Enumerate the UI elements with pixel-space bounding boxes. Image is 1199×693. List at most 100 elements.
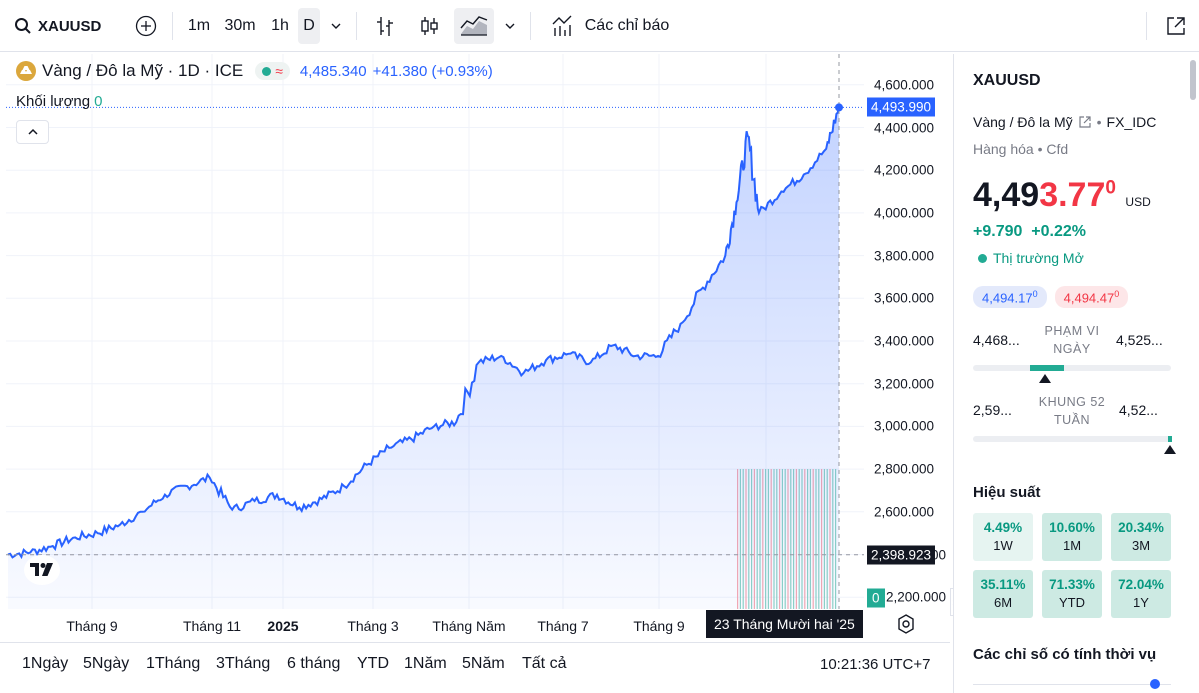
price-tick-label: 2,800.000 [874, 461, 935, 477]
bar-chart-type-button[interactable] [370, 8, 400, 44]
chart-legend: Vàng / Đô la Mỹ · 1D · ICE ≈ 4,485.340 +… [16, 61, 493, 81]
symbol-label: XAUUSD [38, 17, 102, 35]
market-status-pill[interactable]: ≈ [255, 62, 290, 80]
interval-1h[interactable]: 1h [264, 8, 296, 44]
performance-cell[interactable]: 10.60% 1M [1042, 513, 1102, 561]
ask-value: 4,494.47 [1063, 290, 1115, 306]
crosshair [6, 54, 864, 609]
performance-cell[interactable]: 72.04% 1Y [1111, 570, 1171, 618]
range-button[interactable]: 1Ngày [22, 655, 69, 672]
volume-label: Khối lượng [16, 93, 91, 110]
performance-cell[interactable]: 4.49% 1W [973, 513, 1033, 561]
interval-30m[interactable]: 30m [220, 8, 260, 44]
seasonals-divider [973, 684, 1171, 685]
performance-period: 1W [993, 538, 1013, 553]
time-tick-label: Tháng 11 [182, 618, 242, 634]
wk52-fill [1168, 436, 1172, 442]
indicators-label: Các chỉ báo [584, 17, 670, 34]
time-tick-label: Tháng 3 [347, 618, 399, 634]
performance-cell[interactable]: 35.11% 6M [973, 570, 1033, 618]
panel-change: +9.790 +0.22% [973, 223, 1086, 241]
chart-settings-button[interactable] [896, 614, 916, 639]
clock[interactable]: 10:21:36 UTC+7 [820, 656, 931, 673]
performance-value: 35.11% [980, 577, 1026, 592]
market-status[interactable]: Thị trường Mở [978, 250, 1084, 266]
interval-d[interactable]: D [298, 8, 320, 44]
panel-name[interactable]: Vàng / Đô la Mỹ [973, 114, 1073, 130]
chart-type-dropdown-button[interactable] [498, 8, 522, 44]
price-tick-label: 4,200.000 [874, 162, 935, 178]
panel-description-row: Vàng / Đô la Mỹ • FX_IDC [973, 114, 1156, 130]
indicators-icon [552, 15, 572, 36]
range-button[interactable]: 5Ngày [83, 655, 130, 672]
price-tick-label: 3,600.000 [874, 290, 935, 306]
last-price-badge: 4,493.990 [867, 97, 936, 117]
price-area-fill [8, 107, 839, 609]
time-tick-label: 2025 [267, 618, 299, 634]
candles-chart-type-button[interactable] [414, 8, 444, 44]
range-button[interactable]: 3Tháng [216, 655, 271, 672]
range-bar: 1Ngày 5Ngày 1Tháng 3Tháng 6 tháng YTD 1Năm 5Năm… [0, 642, 950, 686]
range-button[interactable]: Tất cả [522, 655, 567, 672]
ask-pill[interactable]: 4,494.470 [1054, 286, 1129, 309]
dot-separator-icon: • [1037, 141, 1043, 157]
performance-value: 20.34% [1118, 520, 1164, 535]
external-link-icon[interactable] [1078, 115, 1092, 129]
bid-pill[interactable]: 4,494.170 [973, 286, 1047, 309]
time-tick-label: Tháng Năm [432, 618, 506, 634]
interval-dropdown-button[interactable] [324, 8, 348, 44]
range-button[interactable]: 1Năm [404, 655, 447, 672]
volume-value: 0 [94, 93, 103, 110]
legend-title[interactable]: Vàng / Đô la Mỹ · 1D · ICE [42, 61, 244, 80]
seasonals-marker [1150, 679, 1160, 689]
performance-value: 72.04% [1118, 577, 1164, 592]
performance-period: YTD [1059, 595, 1085, 610]
performance-period: 3M [1131, 538, 1151, 553]
day-range-track [973, 365, 1171, 371]
panel-exchange: FX_IDC [1106, 114, 1157, 130]
price-chart[interactable] [6, 54, 864, 609]
performance-value: 4.49% [983, 520, 1023, 535]
symbol-search-button[interactable]: XAUUSD [14, 8, 126, 44]
toolbar-divider [530, 12, 531, 40]
range-button[interactable]: 6 tháng [287, 655, 341, 672]
legend-change: +41.380 (+0.93%) [372, 62, 493, 80]
bid-sup: 0 [1032, 289, 1038, 299]
range-button[interactable]: YTD [357, 655, 389, 672]
toolbar-divider [1146, 12, 1147, 40]
performance-value: 71.33% [1049, 577, 1095, 592]
panel-scrollbar[interactable] [1190, 60, 1196, 100]
collapse-legend-button[interactable] [16, 120, 49, 144]
approx-icon: ≈ [275, 63, 283, 79]
performance-cell[interactable]: 20.34% 3M [1111, 513, 1171, 561]
last-price-marker [835, 103, 843, 112]
price-line [7, 107, 840, 560]
volume-legend: Khối lượng 0 [16, 93, 102, 110]
day-range-pointer [1039, 374, 1051, 383]
area-chart-type-button[interactable] [454, 8, 494, 44]
volume-price-badge: 0 [867, 588, 885, 608]
price-changed-digits: 3.77 [1039, 176, 1106, 214]
tradingview-logo[interactable] [24, 555, 60, 585]
price-sup: 0 [1105, 177, 1116, 199]
chart-pane[interactable] [6, 54, 864, 609]
performance-cell[interactable]: 71.33% YTD [1042, 570, 1102, 618]
add-symbol-button[interactable] [132, 8, 160, 44]
price-tick-label: 3,800.000 [874, 248, 935, 264]
change-abs: +9.790 [973, 223, 1023, 240]
price-scale[interactable]: 4,600.000 4,400.000 4,200.000 4,000.000 3,80… [864, 54, 948, 609]
interval-1m[interactable]: 1m [182, 8, 216, 44]
panel-symbol: XAUUSD [973, 72, 1041, 89]
range-button[interactable]: 1Tháng [146, 655, 201, 672]
time-scale[interactable]: Tháng 9 Tháng 11 2025 Tháng 3 Tháng Năm Tháng… [6, 610, 926, 640]
tv-logo-icon [30, 563, 53, 576]
performance-period: 1M [1062, 538, 1082, 553]
panel-type: Cfd [1046, 141, 1069, 157]
crosshair-date-badge: 23 Tháng Mười hai '25 [706, 610, 863, 638]
indicators-button[interactable]: Các chỉ báo [544, 8, 676, 44]
price-tick-label: 2,600.000 [874, 504, 935, 520]
range-button[interactable]: 5Năm [462, 655, 505, 672]
performance-period: 1Y [1133, 595, 1149, 610]
open-full-chart-button[interactable] [1160, 8, 1192, 44]
symbol-details-panel: XAUUSD Vàng / Đô la Mỹ • FX_IDC Hàng hóa… [953, 54, 1195, 693]
